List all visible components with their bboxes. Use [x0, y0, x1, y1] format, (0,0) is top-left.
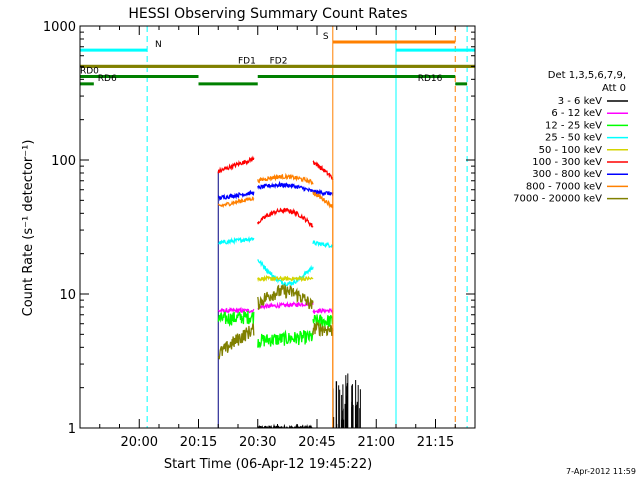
series-line [312, 191, 334, 209]
flag-label: FD2 [270, 56, 288, 66]
x-tick-label: 20:15 [180, 435, 217, 450]
x-tick-label: 21:15 [417, 435, 454, 450]
series-line [257, 259, 314, 287]
x-tick-label: 20:00 [121, 435, 158, 450]
series-line [257, 329, 314, 349]
series-line [257, 274, 314, 283]
series-line [257, 180, 314, 193]
series-25-50-keV [218, 235, 334, 287]
plot-frame [79, 25, 476, 429]
x-tick-label: 21:00 [358, 435, 395, 450]
y-tick-label: 100 [51, 154, 76, 169]
legend-entry-label: 25 - 50 keV [545, 133, 602, 144]
legend-entry-label: 50 - 100 keV [539, 145, 603, 156]
series-100-300-keV [217, 155, 334, 228]
flag-label: S [323, 32, 329, 42]
series-7000-20000-keV [218, 283, 334, 360]
axis-layer: 1 10 100 1000 20:00 20:15 20:30 20:45 21:00 21:15 [43, 20, 476, 450]
x-tick-label: 20:45 [298, 435, 335, 450]
series-line [257, 172, 314, 186]
series-line [218, 306, 255, 315]
flag-label: RD0 [80, 66, 99, 76]
series-line [312, 160, 334, 181]
legend-entry-label: 6 - 12 keV [551, 108, 602, 119]
series-line [218, 323, 255, 360]
y-tick-label: 1000 [43, 20, 76, 35]
series-line [312, 307, 334, 315]
series-3-6-keV [217, 171, 361, 428]
series-line [257, 283, 314, 310]
series-800-7000-keV [217, 172, 334, 209]
series-300-800-keV [217, 180, 334, 202]
legend-entry-label: 800 - 7000 keV [526, 181, 602, 192]
flag-label: N [155, 40, 162, 50]
footer-timestamp: 7-Apr-2012 11:59 [566, 467, 636, 476]
legend-entry-label: 300 - 800 keV [532, 169, 602, 180]
series-line [257, 301, 314, 311]
series-6-12-keV [218, 301, 334, 315]
x-axis-label: Start Time (06-Apr-12 19:45:22) [164, 457, 372, 472]
series-line [312, 188, 334, 197]
series-layer [217, 155, 361, 428]
series-line [217, 196, 255, 209]
series-line [217, 155, 255, 174]
series-line [218, 235, 255, 246]
legend-entry-label: 3 - 6 keV [558, 96, 602, 107]
legend-header: Att 0 [602, 83, 626, 94]
flag-label: RD16 [418, 74, 443, 84]
legend-entry-label: 7000 - 20000 keV [513, 194, 602, 205]
legend-entry-label: 12 - 25 keV [545, 120, 602, 131]
series-line [312, 321, 334, 337]
legend-header: Det 1,3,5,6,7,9, [548, 70, 626, 81]
y-axis-label: Count Rate (s⁻¹ detector⁻¹) [21, 140, 36, 317]
legend-entry-label: 100 - 300 keV [532, 157, 602, 168]
chart-title: HESSI Observing Summary Count Rates [128, 6, 407, 22]
series-line [217, 189, 255, 202]
series-line [257, 207, 314, 228]
marker-layer [79, 26, 468, 428]
y-tick-label: 10 [59, 288, 76, 303]
flag-label: FD1 [238, 56, 256, 66]
x-tick-label: 20:30 [239, 435, 276, 450]
flag-label: RD6 [98, 74, 117, 84]
y-tick-label: 1 [68, 422, 76, 437]
series-50-100-keV [257, 274, 314, 283]
series-line [312, 239, 334, 249]
series-line [217, 310, 255, 327]
